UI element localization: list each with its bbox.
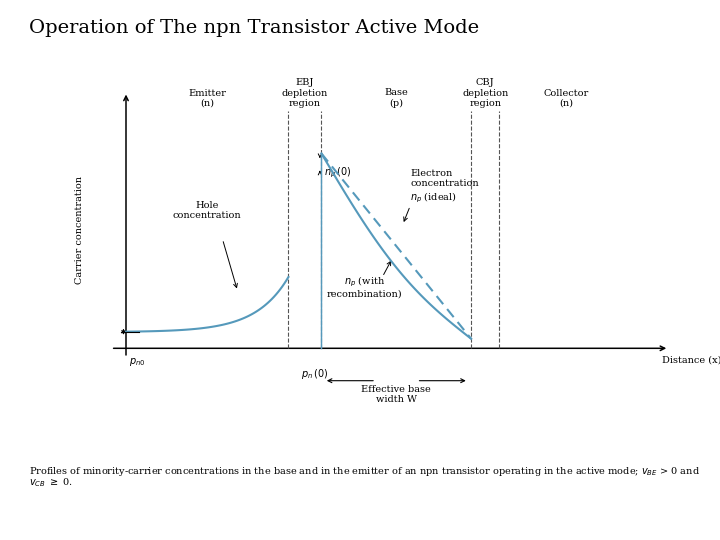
Text: Base
(p): Base (p) xyxy=(384,89,408,108)
Text: CBJ
depletion
region: CBJ depletion region xyxy=(462,78,508,108)
Text: Hole
concentration: Hole concentration xyxy=(173,201,241,220)
Text: Profiles of minority-carrier concentrations in the base and in the emitter of an: Profiles of minority-carrier concentrati… xyxy=(29,465,700,478)
Text: Emitter
(n): Emitter (n) xyxy=(188,89,226,108)
Text: Operation of The npn Transistor Active Mode: Operation of The npn Transistor Active M… xyxy=(29,19,479,37)
Text: Collector
(n): Collector (n) xyxy=(544,89,589,108)
Text: $v_{CB}$ $\geq$ 0.: $v_{CB}$ $\geq$ 0. xyxy=(29,476,73,489)
Text: Distance (x): Distance (x) xyxy=(662,356,720,364)
Text: $n_p$ (with
recombination): $n_p$ (with recombination) xyxy=(327,274,402,299)
Text: Effective base
width W: Effective base width W xyxy=(361,385,431,404)
Text: $p_{n0}$: $p_{n0}$ xyxy=(129,356,145,368)
Text: $p_n\,(0)$: $p_n\,(0)$ xyxy=(302,367,329,381)
Text: $n_p\,(0)$: $n_p\,(0)$ xyxy=(324,165,351,180)
Text: Carrier concentration: Carrier concentration xyxy=(75,176,84,284)
Text: Electron
concentration
$n_p$ (ideal): Electron concentration $n_p$ (ideal) xyxy=(410,169,479,205)
Text: EBJ
depletion
region: EBJ depletion region xyxy=(282,78,328,108)
